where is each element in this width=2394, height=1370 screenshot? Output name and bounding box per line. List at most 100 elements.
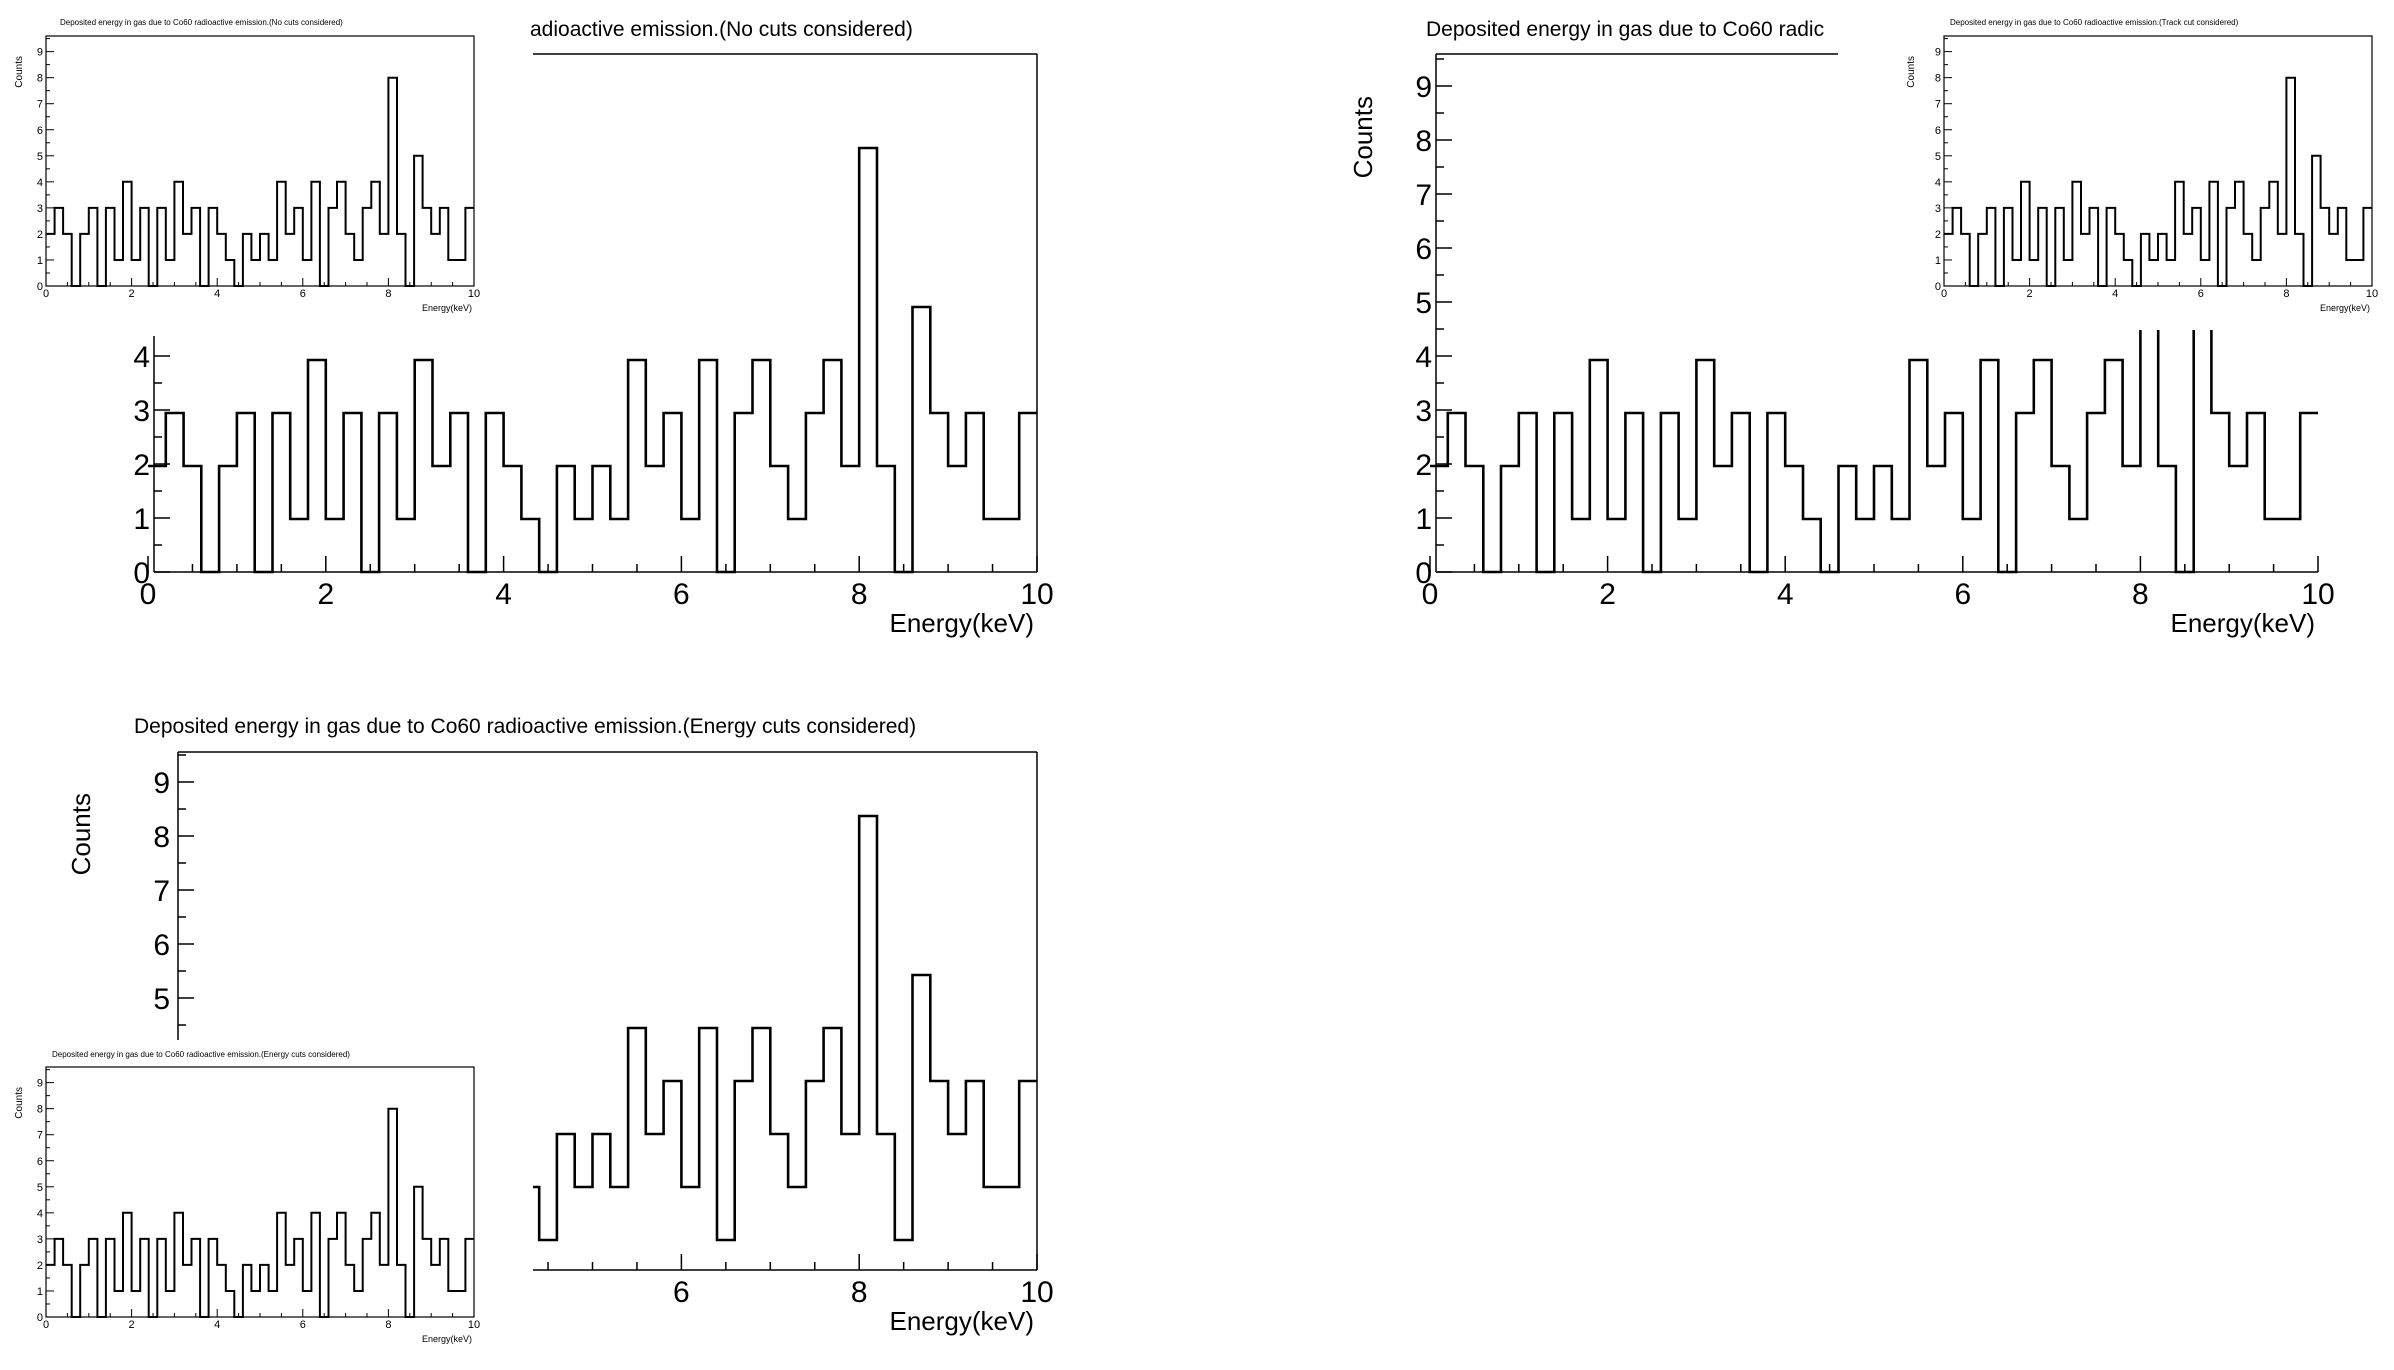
panel-3-main-series-line [533, 814, 1037, 1242]
panel-3-inset-x-tick-label: 8 [385, 1319, 391, 1331]
panel-1-inset-x-axis-label: Energy(keV) [422, 303, 472, 313]
panel-1-inset-y-tick-label: 0 [37, 281, 43, 293]
panel-1-inset-x-tick-label: 8 [385, 288, 391, 300]
panel-2-y-tick-label: 1 [1415, 503, 1432, 536]
panel-2-inset-x-tick-label: 4 [2112, 288, 2118, 300]
panel-3-inset-x-tick-label: 10 [468, 1319, 480, 1331]
panel-1-inset-y-tick-label: 9 [37, 47, 43, 59]
panel-2-inset-y-tick-label: 8 [1935, 73, 1941, 85]
panel-3-inset-x-tick-label: 6 [300, 1319, 306, 1331]
panel-2-inset-y-tick-label: 9 [1935, 47, 1941, 59]
panel-3-y-tick-label: 5 [153, 983, 170, 1016]
panel-3-inset-y-tick-label: 6 [37, 1156, 43, 1168]
panel-2-inset-x-tick-label: 8 [2283, 288, 2289, 300]
panel-2-inset-x-axis-label: Energy(keV) [2320, 303, 2370, 313]
panel-2-inset-y-tick-label: 5 [1935, 151, 1941, 163]
panel-2-y-tick-label: 7 [1415, 179, 1432, 212]
panel-3-y-tick-label: 9 [153, 767, 170, 800]
panel-2-main-series-line [1430, 146, 2318, 574]
panel-1-x-tick-label: 0 [140, 578, 157, 611]
panel-2-inset-y-tick-label: 1 [1935, 255, 1941, 267]
panel-2-y-tick-label: 0 [1415, 557, 1432, 590]
panel-3-inset-plot: 0 2 4 6 8 10 0 1 2 3 4 5 6 7 8 9 Deposited energy in gas… [14, 1040, 533, 1344]
panel-3-x-tick-label: 8 [851, 1276, 868, 1309]
panel-2-y-tick-label: 2 [1415, 449, 1432, 482]
panel-2-inset-title: Deposited energy in gas due to Co60 radi… [1950, 18, 2239, 27]
panel-2-inset-x-tick-label: 10 [2366, 288, 2378, 300]
panel-1-inset-y-tick-label: 3 [37, 203, 43, 215]
panel-2-y-axis-label: Counts [1348, 96, 1378, 178]
panel-1-x-tick-label: 8 [851, 578, 868, 611]
panel-1-inset-y-axis-label: Counts [14, 56, 25, 88]
panel-2-inset-y-tick-label: 2 [1935, 229, 1941, 241]
panel-2-x-axis-label: Energy(keV) [2171, 608, 2316, 638]
panel-2-y-tick-label: 6 [1415, 233, 1432, 266]
panel-3-inset-y-tick-label: 7 [37, 1130, 43, 1142]
panel-1-inset-y-tick-label: 7 [37, 99, 43, 111]
panel-1-inset-y-tick-label: 6 [37, 125, 43, 137]
panel-1-inset-x-tick-label: 10 [468, 288, 480, 300]
panel-2-inset-x-tick-label: 6 [2198, 288, 2204, 300]
panel-3-y-tick-label: 6 [153, 929, 170, 962]
panel-1-inset-x-tick-label: 6 [300, 288, 306, 300]
panel-2-y-tick-label: 4 [1415, 341, 1432, 374]
panel-1-x-tick-label: 4 [495, 578, 512, 611]
panel-3-y-axis-label: Counts [66, 793, 96, 875]
panel-3-inset-y-tick-label: 9 [37, 1078, 43, 1090]
panel-3-inset-title: Deposited energy in gas due to Co60 radi… [52, 1050, 350, 1059]
panel-2-inset-y-tick-label: 4 [1935, 177, 1941, 189]
panel-2-inset-y-tick-label: 3 [1935, 203, 1941, 215]
panel-1-title: adioactive emission.(No cuts considered) [530, 18, 913, 41]
panel-2-title: Deposited energy in gas due to Co60 radi… [1426, 18, 1824, 41]
panel-3-inset-x-axis-label: Energy(keV) [422, 1334, 472, 1344]
panel-1-x-tick-label: 2 [317, 578, 334, 611]
panel-3-inset-y-tick-label: 8 [37, 1104, 43, 1116]
panel-2-inset-y-tick-label: 0 [1935, 281, 1941, 293]
panel-3-y-tick-label: 7 [153, 875, 170, 908]
panel-3-inset-x-tick-label: 4 [214, 1319, 220, 1331]
panel-2-x-tick-label: 0 [1422, 578, 1439, 611]
panel-2-x-tick-label: 4 [1777, 578, 1794, 611]
panel-3-inset-series-line [46, 1107, 474, 1318]
panel-1-inset-y-tick-label: 5 [37, 151, 43, 163]
panel-2-y-tick-label: 9 [1415, 71, 1432, 104]
panel-3-inset-y-tick-label: 4 [37, 1208, 43, 1220]
panel-2-inset-x-tick-label: 2 [2027, 288, 2033, 300]
panel-1-main-plot: 0 2 4 6 8 10 0 1 2 3 4 adioactive emission.(No cuts… [133, 18, 1053, 638]
panel-3-inset-x-tick-label: 0 [43, 1319, 49, 1331]
panel-3-inset-y-axis-label: Counts [14, 1087, 25, 1119]
panel-1-inset-y-tick-label: 4 [37, 177, 43, 189]
panel-3-inset-x-tick-label: 2 [129, 1319, 135, 1331]
panel-2-x-tick-label: 2 [1599, 578, 1616, 611]
panel-1-inset-y-tick-label: 1 [37, 255, 43, 267]
panel-2-x-tick-label: 10 [2301, 578, 2334, 611]
panel-3-inset-y-tick-label: 1 [37, 1286, 43, 1298]
panel-1-x-tick-label: 6 [673, 578, 690, 611]
panel-2-y-tick-label: 5 [1415, 287, 1432, 320]
panel-2-inset-x-tick-label: 0 [1941, 288, 1947, 300]
panel-2-y-tick-label: 8 [1415, 125, 1432, 158]
panel-1-inset-x-tick-label: 2 [129, 288, 135, 300]
panel-1-inset-y-tick-label: 8 [37, 73, 43, 85]
panel-2-y-tick-label: 3 [1415, 395, 1432, 428]
panel-1-y-tick-label: 3 [133, 395, 150, 428]
panel-1-x-tick-label: 10 [1020, 578, 1053, 611]
panel-2-x-tick-label: 6 [1954, 578, 1971, 611]
panel-1-inset-x-tick-label: 4 [214, 288, 220, 300]
panel-3-inset-y-tick-label: 0 [37, 1312, 43, 1324]
panel-1-inset-title: Deposited energy in gas due to Co60 radi… [60, 18, 343, 27]
panel-3-main-plot: 5 6 7 8 9 6 8 10 Deposited energy in gas due to … [66, 715, 1054, 1336]
panel-2-inset-y-tick-label: 6 [1935, 125, 1941, 137]
panel-2-inset-y-axis-label: Counts [1906, 56, 1917, 88]
panel-3-inset-y-tick-label: 3 [37, 1234, 43, 1246]
panel-1-y-tick-label: 4 [133, 341, 150, 374]
panel-3-x-tick-label: 10 [1020, 1276, 1053, 1309]
panel-1-y-tick-label: 1 [133, 503, 150, 536]
panel-2-inset-series-line [1944, 76, 2372, 287]
panel-3-x-axis-label: Energy(keV) [890, 1306, 1035, 1336]
panel-1-inset-x-tick-label: 0 [43, 288, 49, 300]
panel-2-inset-y-tick-label: 7 [1935, 99, 1941, 111]
